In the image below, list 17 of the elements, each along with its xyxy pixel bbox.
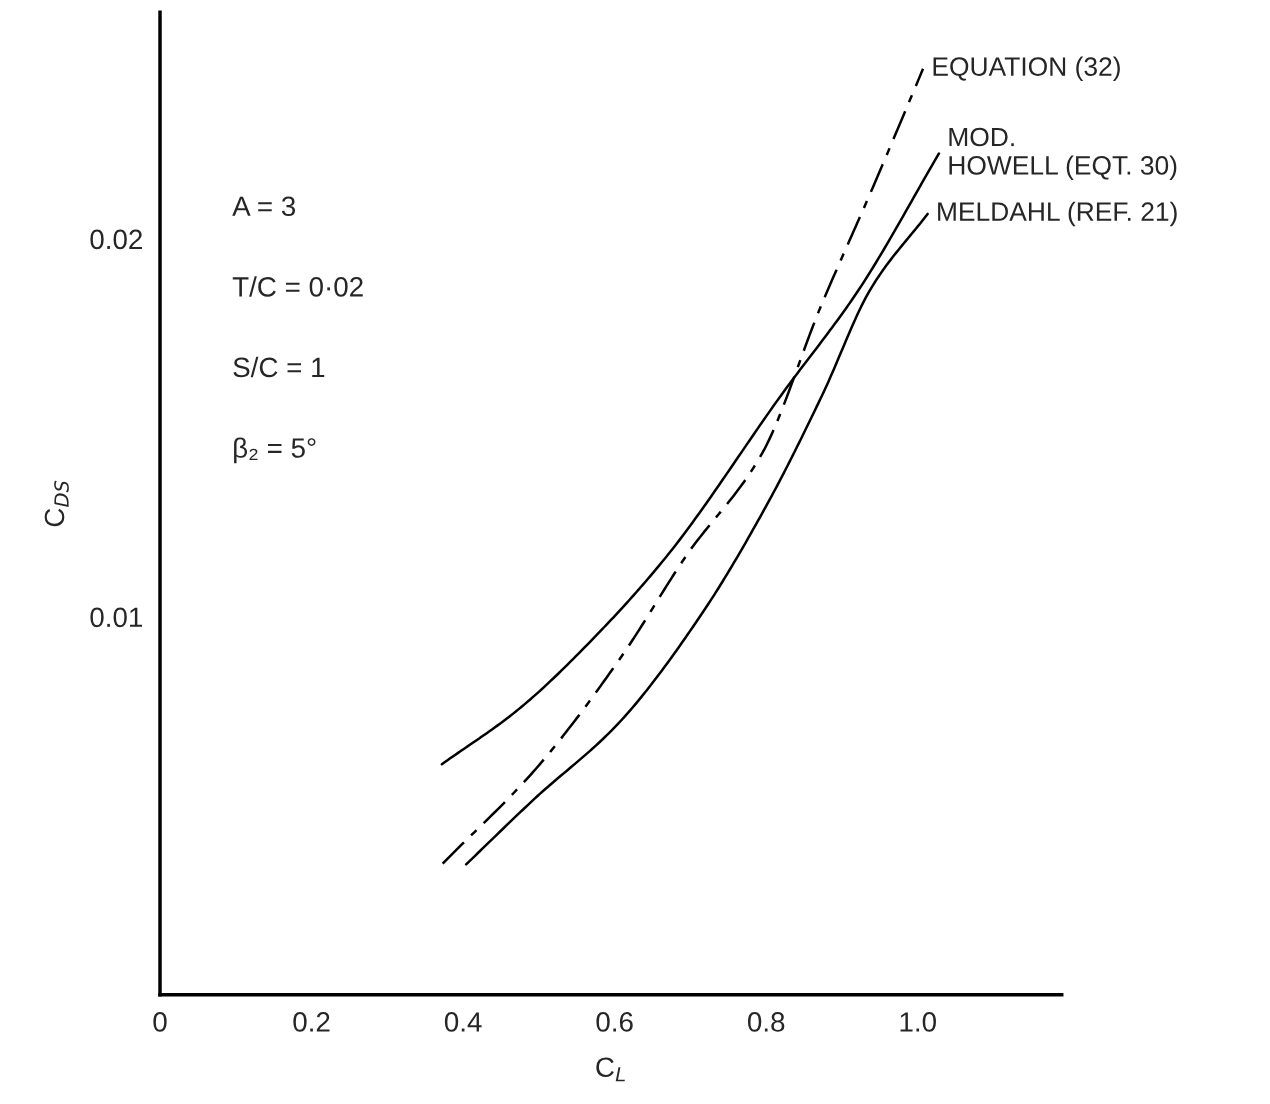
x-tick-label: 0 (153, 1012, 167, 1032)
y-axis-title: C$_{DS}$ (44, 480, 69, 527)
series-label: EQUATION (32) (933, 56, 1120, 82)
x-axis-title: C$_{L}$ (596, 1057, 625, 1082)
series-label: MOD. HOWELL (EQT. 30) (949, 127, 1177, 180)
y-tick-label: 0.02 (90, 229, 142, 250)
annotation: T/C = 0·02 (232, 276, 363, 297)
x-tick-label: 0.4 (444, 1012, 482, 1032)
x-tick-label: 0.6 (596, 1012, 633, 1032)
series-label: MELDAHL (REF. 21) (938, 201, 1177, 227)
annotation: β₂ = 5° (234, 437, 316, 464)
annotation: S/C = 1 (233, 356, 325, 378)
y-tick-label: 0.01 (90, 607, 142, 628)
annotation: A = 3 (232, 196, 296, 217)
x-tick-label: 0.2 (293, 1012, 330, 1032)
x-tick-label: 1.0 (900, 1012, 936, 1032)
x-tick-label: 0.8 (747, 1012, 785, 1032)
